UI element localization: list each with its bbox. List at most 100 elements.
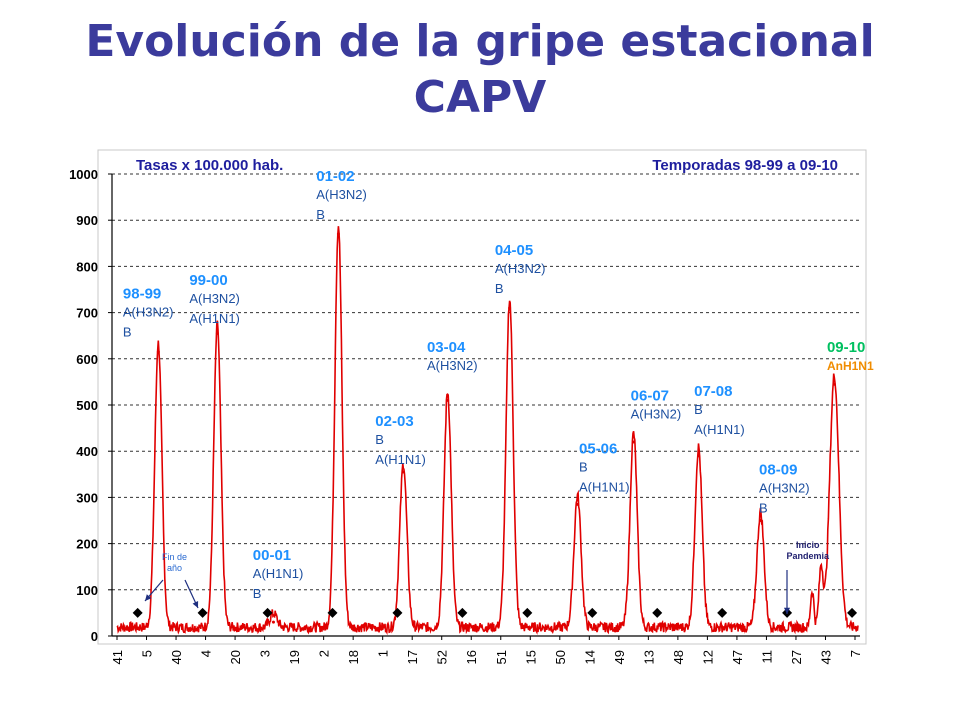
season-label: 05-06 [579, 441, 617, 458]
x-tick-label: 3 [258, 650, 273, 657]
virus-label: A(H3N2) [189, 291, 240, 306]
y-tick-label: 800 [76, 259, 98, 274]
virus-label: A(H1N1) [694, 422, 745, 437]
season-label: 08-09 [759, 461, 797, 478]
x-tick-label: 52 [435, 650, 450, 664]
x-tick-label: 19 [287, 650, 302, 664]
x-tick-label: 48 [671, 650, 686, 664]
y-tick-label: 500 [76, 398, 98, 413]
season-label: 04-05 [495, 242, 533, 259]
x-tick-label: 14 [582, 650, 597, 664]
x-tick-label: 47 [730, 650, 745, 664]
season-marker [262, 607, 273, 618]
season-label: 98-99 [123, 286, 161, 303]
virus-label: B [375, 432, 384, 447]
season-label: 01-02 [316, 168, 354, 185]
virus-label: B [579, 460, 588, 475]
pandemic-start-arrow-head [783, 607, 791, 614]
virus-label: A(H3N2) [316, 187, 367, 202]
season-label: 09-10 [827, 339, 865, 356]
peak-point [759, 519, 763, 522]
y-tick-label: 300 [76, 490, 98, 505]
peak-point [576, 502, 580, 506]
peak-point [156, 350, 160, 354]
virus-label: A(H1N1) [579, 480, 630, 495]
y-tick-label: 200 [76, 537, 98, 552]
peak-point [697, 454, 701, 458]
x-tick-label: 1 [376, 650, 391, 657]
annotation-text: año [167, 563, 182, 573]
x-tick-label: 17 [405, 650, 420, 664]
peak-point [336, 232, 340, 236]
season-marker [587, 607, 598, 618]
season-marker [457, 607, 468, 618]
x-tick-label: 16 [464, 650, 479, 664]
virus-label: A(H1N1) [375, 452, 426, 467]
virus-label: A(H3N2) [495, 261, 546, 276]
x-tick-label: 20 [228, 650, 243, 664]
virus-label: B [123, 325, 132, 340]
season-marker [132, 607, 143, 618]
season-marker [197, 607, 208, 618]
x-tick-label: 50 [553, 650, 568, 664]
x-tick-label: 7 [848, 650, 863, 657]
page-title: Evolución de la gripe estacional CAPV [0, 14, 960, 126]
virus-label: B [253, 586, 262, 601]
x-tick-label: 18 [346, 650, 361, 664]
season-marker [392, 607, 403, 618]
x-tick-label: 41 [110, 650, 125, 664]
x-tick-label: 15 [523, 650, 538, 664]
annotation-text: Pandemia [787, 551, 831, 561]
season-marker [717, 607, 728, 618]
x-tick-label: 40 [169, 650, 184, 664]
y-tick-label: 900 [76, 213, 98, 228]
virus-label: B [495, 281, 504, 296]
chart-subtitle-right: Temporadas 98-99 a 09-10 [652, 157, 838, 174]
season-label: 02-03 [375, 413, 413, 430]
peak-point [446, 398, 450, 402]
virus-label: B [694, 402, 703, 417]
virus-label: A(H1N1) [253, 566, 304, 581]
season-marker [327, 607, 338, 618]
y-tick-label: 1000 [69, 167, 98, 182]
season-marker [847, 607, 858, 618]
page-title-line2: CAPV [413, 72, 547, 123]
peak-point [632, 440, 636, 444]
year-end-arrow-right-head [192, 601, 199, 608]
virus-label: AnH1N1 [827, 359, 874, 373]
y-tick-label: 600 [76, 352, 98, 367]
virus-label: A(H3N2) [631, 406, 682, 421]
peak-point [215, 331, 219, 335]
annotation-text: Inicio [796, 540, 820, 550]
plot-frame [97, 149, 867, 645]
x-tick-label: 27 [789, 650, 804, 664]
virus-label: A(H3N2) [427, 358, 478, 373]
y-tick-label: 400 [76, 444, 98, 459]
y-tick-label: 700 [76, 306, 98, 321]
x-tick-label: 5 [140, 650, 155, 657]
season-marker [522, 607, 533, 618]
virus-label: B [316, 207, 325, 222]
x-tick-label: 12 [700, 650, 715, 664]
peak-point [401, 470, 405, 474]
season-label: 07-08 [694, 383, 732, 400]
x-tick-label: 51 [494, 650, 509, 664]
season-label: 99-00 [189, 272, 227, 289]
season-label: 03-04 [427, 339, 466, 356]
x-tick-label: 11 [759, 650, 774, 664]
chart-subtitle-left: Tasas x 100.000 hab. [136, 157, 283, 174]
page-title-line1: Evolución de la gripe estacional [85, 16, 875, 67]
season-label: 00-01 [253, 547, 291, 564]
peak-point [508, 306, 512, 310]
annotation-text: Fin de [162, 552, 187, 562]
virus-label: B [759, 500, 768, 515]
x-tick-label: 49 [612, 650, 627, 664]
x-tick-label: 13 [641, 650, 656, 664]
incidence-line [116, 226, 859, 636]
y-tick-label: 100 [76, 583, 98, 598]
peak-point [271, 620, 275, 624]
y-tick-label: 0 [91, 629, 98, 644]
x-tick-label: 2 [317, 650, 332, 657]
virus-label: A(H1N1) [189, 311, 240, 326]
